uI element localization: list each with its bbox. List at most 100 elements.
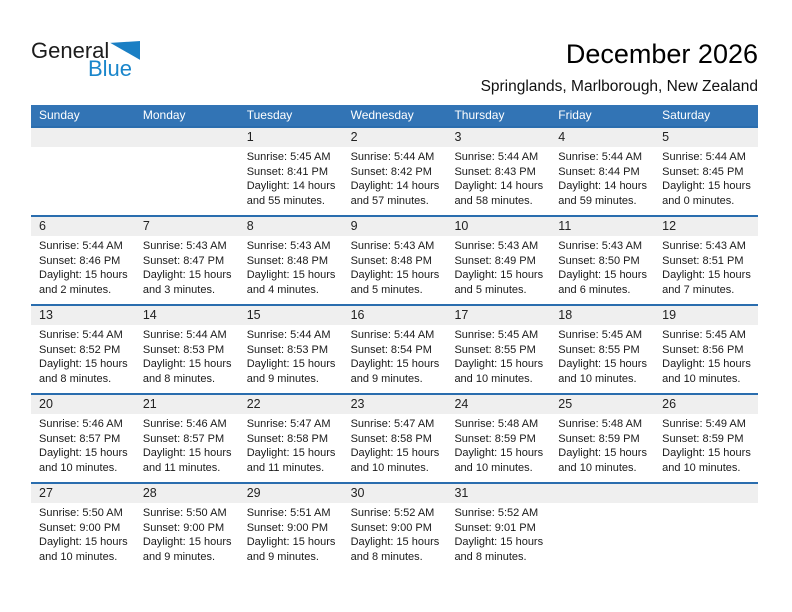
day-cell-30: 30 Sunrise: 5:52 AM Sunset: 9:00 PM Dayligh…	[342, 484, 447, 571]
daylight-text-line1: Daylight: 15 hours	[142, 269, 232, 281]
daylight-text-line1: Daylight: 15 hours	[454, 447, 544, 459]
weekday-header-monday: Monday	[142, 108, 186, 122]
daylight-text-line1: Daylight: 15 hours	[558, 447, 647, 459]
day-number: 29	[238, 484, 343, 503]
day-number: 15	[238, 306, 343, 325]
daylight-text-line2: and 10 minutes.	[350, 461, 429, 474]
week-row: 6 Sunrise: 5:44 AM Sunset: 8:46 PM Daylight…	[31, 215, 759, 304]
daylight-text-line1: Daylight: 14 hours	[558, 180, 647, 192]
day-cell-5: 5 Sunrise: 5:44 AM Sunset: 8:45 PM Daylight…	[654, 128, 759, 215]
day-cell-11: 11 Sunrise: 5:43 AM Sunset: 8:50 PM Dayligh…	[550, 217, 655, 304]
sunset-text: Sunset: 8:48 PM	[246, 254, 329, 267]
sunset-text: Sunset: 9:00 PM	[39, 521, 121, 534]
sunset-text: Sunset: 8:57 PM	[142, 432, 225, 445]
day-cell-8: 8 Sunrise: 5:43 AM Sunset: 8:48 PM Daylight…	[238, 217, 343, 304]
daylight-text-line2: and 9 minutes.	[246, 372, 319, 385]
daylight-text-line2: and 10 minutes.	[662, 372, 741, 385]
page-title: December 2026	[565, 39, 758, 69]
daylight-text-line1: Daylight: 15 hours	[39, 269, 128, 281]
sunrise-text: Sunrise: 5:44 AM	[246, 329, 331, 341]
sunset-text: Sunset: 8:53 PM	[246, 343, 329, 356]
sunrise-text: Sunrise: 5:46 AM	[39, 418, 123, 430]
sunrise-text: Sunrise: 5:45 AM	[454, 329, 539, 341]
day-number: 8	[238, 217, 343, 236]
day-number-empty	[31, 128, 135, 147]
sunrise-text: Sunrise: 5:51 AM	[246, 507, 331, 519]
sunset-text: Sunset: 8:56 PM	[662, 343, 744, 356]
daylight-text-line2: and 7 minutes.	[662, 283, 735, 296]
day-number-empty	[654, 484, 759, 503]
day-details: Sunrise: 5:48 AM Sunset: 8:59 PM Daylight:…	[550, 414, 654, 475]
daylight-text-line1: Daylight: 15 hours	[454, 536, 544, 548]
day-cell-20: 20 Sunrise: 5:46 AM Sunset: 8:57 PM Dayligh…	[31, 395, 135, 482]
day-cell-27: 27 Sunrise: 5:50 AM Sunset: 9:00 PM Dayligh…	[31, 484, 135, 571]
day-number: 23	[342, 395, 447, 414]
daylight-text-line1: Daylight: 15 hours	[142, 447, 232, 459]
sunset-text: Sunset: 8:43 PM	[454, 165, 536, 178]
daylight-text-line2: and 10 minutes.	[558, 372, 637, 385]
day-number: 30	[342, 484, 447, 503]
day-number: 19	[654, 306, 759, 325]
sunset-text: Sunset: 8:46 PM	[39, 254, 121, 267]
sunrise-text: Sunrise: 5:45 AM	[558, 329, 643, 341]
daylight-text-line1: Daylight: 15 hours	[246, 358, 336, 370]
day-cell-25: 25 Sunrise: 5:48 AM Sunset: 8:59 PM Dayligh…	[550, 395, 655, 482]
day-number: 17	[446, 306, 551, 325]
day-details: Sunrise: 5:43 AM Sunset: 8:50 PM Daylight:…	[550, 236, 654, 297]
daylight-text-line1: Daylight: 15 hours	[246, 536, 336, 548]
day-number: 28	[134, 484, 239, 503]
daylight-text-line1: Daylight: 15 hours	[662, 358, 751, 370]
day-details: Sunrise: 5:44 AM Sunset: 8:52 PM Daylight:…	[31, 325, 135, 386]
sunset-text: Sunset: 8:41 PM	[246, 165, 329, 178]
day-details: Sunrise: 5:46 AM Sunset: 8:57 PM Daylight:…	[31, 414, 135, 475]
daylight-text-line1: Daylight: 15 hours	[350, 447, 440, 459]
week-row: 1 Sunrise: 5:45 AM Sunset: 8:41 PM Daylight…	[31, 126, 759, 215]
weekday-header-wednesday: Wednesday	[350, 108, 414, 122]
day-number-empty	[550, 484, 655, 503]
sunset-text: Sunset: 8:50 PM	[558, 254, 640, 267]
sunrise-text: Sunrise: 5:44 AM	[39, 329, 123, 341]
sunrise-text: Sunrise: 5:44 AM	[558, 151, 643, 163]
day-number: 21	[134, 395, 239, 414]
sunset-text: Sunset: 8:59 PM	[454, 432, 536, 445]
sunrise-text: Sunrise: 5:47 AM	[246, 418, 331, 430]
daylight-text-line1: Daylight: 15 hours	[350, 536, 440, 548]
sunset-text: Sunset: 8:45 PM	[662, 165, 744, 178]
week-row: 27 Sunrise: 5:50 AM Sunset: 9:00 PM Dayligh…	[31, 482, 759, 571]
sunrise-text: Sunrise: 5:44 AM	[39, 240, 123, 252]
day-cell-14: 14 Sunrise: 5:44 AM Sunset: 8:53 PM Dayligh…	[134, 306, 239, 393]
daylight-text-line2: and 8 minutes.	[142, 372, 216, 385]
sunrise-text: Sunrise: 5:48 AM	[454, 418, 539, 430]
daylight-text-line2: and 10 minutes.	[39, 461, 118, 474]
daylight-text-line2: and 4 minutes.	[246, 283, 319, 296]
day-cell-4: 4 Sunrise: 5:44 AM Sunset: 8:44 PM Daylight…	[550, 128, 655, 215]
daylight-text-line2: and 3 minutes.	[142, 283, 216, 296]
sunrise-text: Sunrise: 5:50 AM	[142, 507, 227, 519]
sunset-text: Sunset: 8:57 PM	[39, 432, 121, 445]
daylight-text-line1: Daylight: 15 hours	[662, 447, 751, 459]
day-number: 11	[550, 217, 655, 236]
logo-text-blue: Blue	[88, 56, 133, 81]
day-number: 4	[550, 128, 655, 147]
daylight-text-line1: Daylight: 15 hours	[454, 269, 544, 281]
sunset-text: Sunset: 8:55 PM	[454, 343, 536, 356]
daylight-text-line1: Daylight: 15 hours	[558, 269, 647, 281]
day-cell-31: 31 Sunrise: 5:52 AM Sunset: 9:01 PM Dayligh…	[446, 484, 551, 571]
day-number: 20	[31, 395, 135, 414]
daylight-text-line2: and 10 minutes.	[454, 372, 533, 385]
daylight-text-line1: Daylight: 15 hours	[350, 358, 440, 370]
day-cell-17: 17 Sunrise: 5:45 AM Sunset: 8:55 PM Dayligh…	[446, 306, 551, 393]
day-cell-19: 19 Sunrise: 5:45 AM Sunset: 8:56 PM Dayligh…	[654, 306, 759, 393]
day-details: Sunrise: 5:48 AM Sunset: 8:59 PM Daylight:…	[446, 414, 550, 475]
header-titles: December 2026 Springlands, Marlborough, …	[481, 38, 758, 97]
empty-day-cell	[31, 128, 135, 215]
daylight-text-line2: and 9 minutes.	[142, 550, 216, 563]
daylight-text-line2: and 0 minutes.	[662, 194, 735, 207]
daylight-text-line1: Daylight: 15 hours	[246, 269, 336, 281]
daylight-text-line1: Daylight: 15 hours	[454, 358, 544, 370]
sunset-text: Sunset: 8:51 PM	[662, 254, 744, 267]
day-number: 3	[446, 128, 551, 147]
daylight-text-line2: and 10 minutes.	[39, 550, 118, 563]
daylight-text-line1: Daylight: 15 hours	[142, 358, 232, 370]
